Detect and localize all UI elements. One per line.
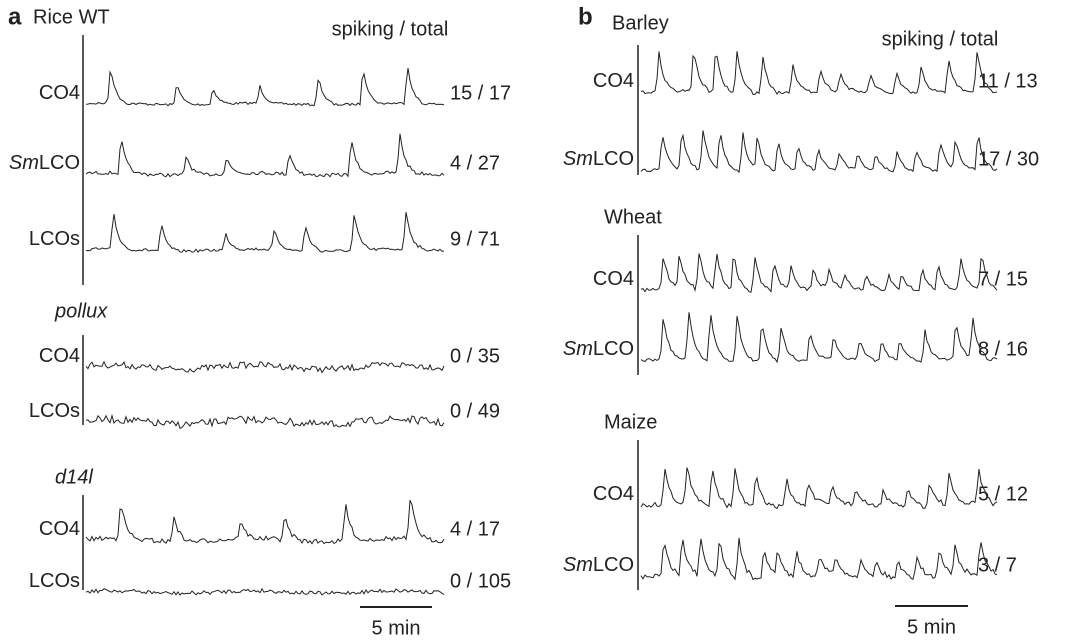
row-label: CO4 [39,518,80,540]
count: 8 / 16 [978,338,1028,360]
count: 0 / 35 [450,345,500,367]
row-label: LCOs [29,228,80,250]
row-label-text: LCO [593,554,634,576]
row-label-text: LCOs [29,570,80,592]
row-label-italic: Sm [563,554,593,576]
row-label-text: CO4 [39,82,80,104]
row-label: CO4 [593,483,634,505]
trace [640,130,998,174]
group-title: Wheat [604,206,662,228]
row-label-italic: Sm [9,152,39,174]
row-label-italic: Sm [563,338,593,360]
row-label-text: CO4 [39,518,80,540]
row-label-italic: Sm [563,148,593,170]
row-label: LCOs [29,400,80,422]
row-label-text: CO4 [593,483,634,505]
row-label: CO4 [593,70,634,92]
trace [85,212,445,254]
row-label: CO4 [593,268,634,290]
column-header: spiking / total [332,18,449,40]
row-label: LCOs [29,570,80,592]
count: 0 / 105 [450,570,511,592]
count: 17 / 30 [978,148,1039,170]
row-label: SmLCO [563,338,634,360]
count: 4 / 17 [450,518,500,540]
trace [85,133,445,178]
count: 5 / 12 [978,483,1028,505]
group-title: d14l [55,466,93,488]
group-title: Barley [612,12,669,34]
trace [85,413,445,429]
group-title: pollux [54,300,108,322]
row-label: CO4 [39,345,80,367]
row-label: CO4 [39,82,80,104]
trace [640,312,998,364]
count: 0 / 49 [450,400,500,422]
row-label-text: CO4 [39,345,80,367]
trace [85,500,445,545]
trace [640,253,998,293]
trace [85,360,445,374]
panel-letter: b [578,3,593,30]
row-label-text: LCOs [29,400,80,422]
trace [640,51,998,95]
row-label-text: LCO [593,338,634,360]
group-title: Rice WT [33,6,110,28]
count: 11 / 13 [978,70,1038,92]
row-label: SmLCO [9,152,80,174]
count: 3 / 7 [978,554,1017,576]
panel-letter: a [8,3,22,30]
trace [85,587,445,596]
count: 9 / 71 [450,228,500,250]
scale-label: 5 min [907,616,956,636]
row-label: SmLCO [563,554,634,576]
trace [640,467,998,510]
trace [85,68,445,107]
row-label-text: LCO [39,152,80,174]
count: 15 / 17 [450,82,511,104]
count: 4 / 27 [450,152,500,174]
column-header: spiking / total [882,28,999,50]
row-label-text: LCO [593,148,634,170]
trace [640,537,998,581]
scale-label: 5 min [372,617,421,636]
row-label-text: CO4 [593,268,634,290]
row-label-text: CO4 [593,70,634,92]
group-title: Maize [604,411,657,433]
row-label-text: LCOs [29,228,80,250]
row-label: SmLCO [563,148,634,170]
